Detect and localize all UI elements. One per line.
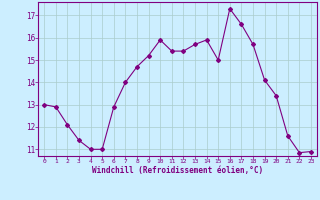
- X-axis label: Windchill (Refroidissement éolien,°C): Windchill (Refroidissement éolien,°C): [92, 166, 263, 175]
